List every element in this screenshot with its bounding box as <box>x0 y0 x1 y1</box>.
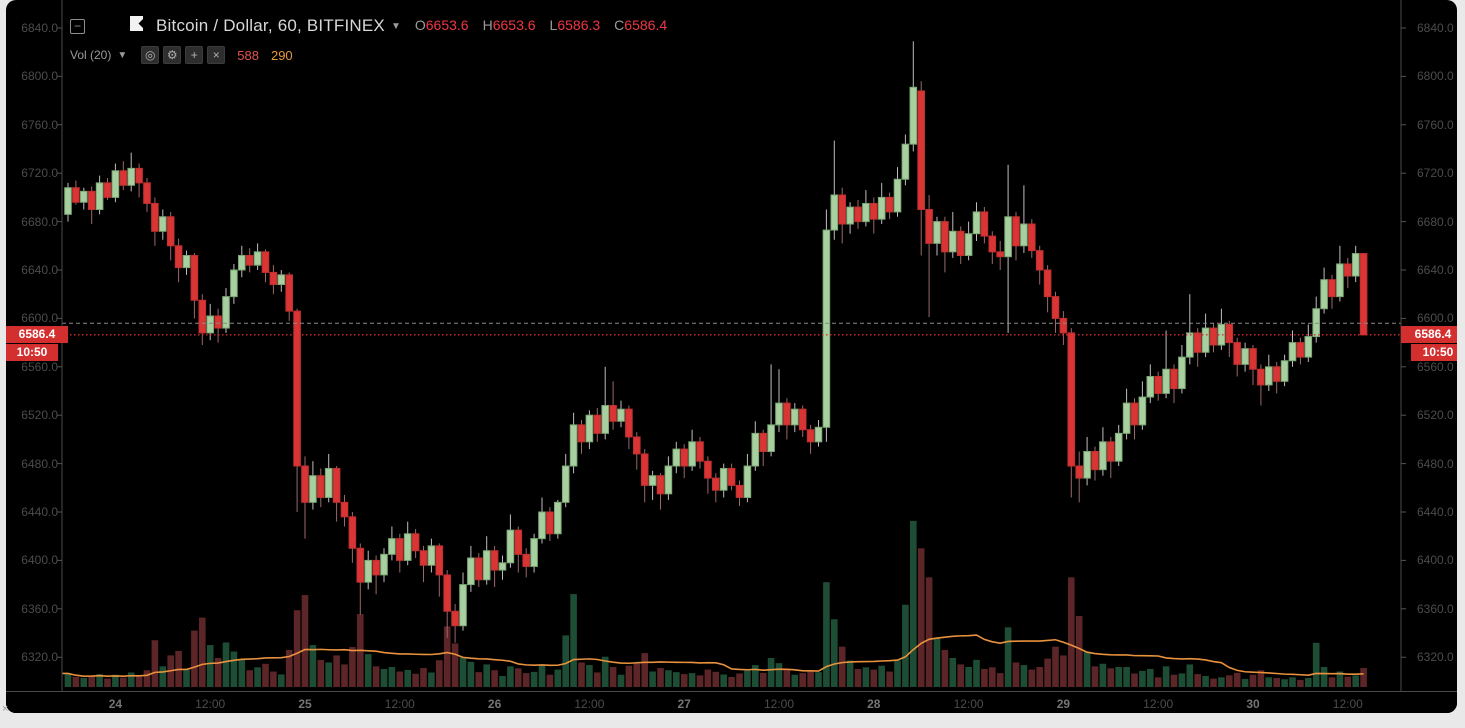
time-tick-label: 12:00 <box>195 697 226 711</box>
price-tick-label: 6400.0 <box>21 553 58 568</box>
time-tick-label: 12:00 <box>953 697 984 711</box>
chevron-down-icon[interactable]: ▼ <box>390 20 401 32</box>
settings-icon[interactable]: ⚙ <box>163 46 182 64</box>
remove-icon[interactable]: × <box>207 46 226 64</box>
price-tick-label: 6760.0 <box>21 117 58 132</box>
price-tick-label: 6680.0 <box>21 214 58 229</box>
price-tick-label: 6480.0 <box>1417 456 1454 471</box>
price-tick-label: 6560.0 <box>21 359 58 374</box>
time-tick-label: 12:00 <box>574 697 605 711</box>
exchange-logo-icon <box>129 15 144 37</box>
ohlc-item: O6653.6 <box>414 17 469 33</box>
right-price-axis[interactable]: 6840.0 6800.0 6760.0 6720.0 6680.0 6640.0 6600… <box>1407 0 1457 691</box>
volume-indicator-title[interactable]: Vol (20) <box>70 48 112 62</box>
price-tick-label: 6720.0 <box>1417 166 1454 181</box>
last-price-tag-left: 6586.4 <box>6 326 68 344</box>
price-tick-label: 6640.0 <box>21 263 58 277</box>
price-tick-label: 6360.0 <box>1417 601 1454 616</box>
left-price-axis[interactable]: 6840.0 6800.0 6760.0 6720.0 6680.0 6640.0 6600… <box>6 0 68 691</box>
chart-widget[interactable]: 6840.0 6800.0 6760.0 6720.0 6680.0 6640.0 6600… <box>6 0 1457 713</box>
volume-indicator-legend: Vol (20) ▼ ◎ ⚙ + × 588 290 <box>70 44 293 66</box>
countdown-tag-right: 10:50 <box>1411 344 1457 362</box>
ohlc-item: L6586.3 <box>549 17 601 33</box>
time-tick-label: 12:00 <box>1332 697 1363 711</box>
volume-ma-value: 290 <box>270 47 293 63</box>
close-icon[interactable]: × <box>2 703 9 715</box>
price-tick-label: 6320.0 <box>1417 650 1454 665</box>
price-tick-label: 6600.0 <box>21 311 58 326</box>
price-tick-label: 6640.0 <box>1417 263 1454 277</box>
ohlc-readout: O6653.6 H6653.6 L6586.3 C6586.4 <box>401 17 667 35</box>
indicator-actions: ◎ ⚙ + × <box>137 46 226 64</box>
countdown-tag-left: 10:50 <box>6 344 58 362</box>
time-axis[interactable]: 24 12:00 25 12:00 26 12:00 27 12:00 28 12:00 29 12:… <box>6 691 1457 713</box>
price-tick-label: 6440.0 <box>21 505 58 519</box>
price-tick-label: 6520.0 <box>1417 408 1454 423</box>
volume-value: 588 <box>237 47 259 63</box>
candlestick-volume-plot[interactable] <box>6 0 1457 713</box>
last-price-tag-right: 6586.4 <box>1401 326 1457 344</box>
add-icon[interactable]: + <box>185 46 204 64</box>
price-tick-label: 6480.0 <box>21 456 58 471</box>
price-tick-label: 6840.0 <box>1417 21 1454 35</box>
price-tick-label: 6680.0 <box>1417 214 1454 229</box>
time-tick-label: 26 <box>487 697 502 711</box>
price-tick-label: 6800.0 <box>21 69 58 84</box>
price-tick-label: 6560.0 <box>1417 359 1454 374</box>
time-tick-label: 29 <box>1056 697 1071 711</box>
time-tick-label: 12:00 <box>384 697 415 711</box>
time-tick-label: 25 <box>298 697 312 711</box>
time-tick-label: 12:00 <box>1143 697 1174 711</box>
time-tick-label: 27 <box>677 697 691 711</box>
price-tick-label: 6520.0 <box>21 408 58 423</box>
time-tick-label: 12:00 <box>763 697 795 711</box>
price-tick-label: 6720.0 <box>21 166 58 181</box>
price-tick-label: 6840.0 <box>21 21 58 35</box>
price-tick-label: 6400.0 <box>1417 553 1454 568</box>
chart-legend: − Bitcoin / Dollar, 60, BITFINEX ▼ O6653… <box>70 14 667 38</box>
collapse-panel-icon[interactable]: − <box>70 18 85 34</box>
price-tick-label: 6800.0 <box>1417 69 1454 84</box>
symbol-title[interactable]: Bitcoin / Dollar, 60, BITFINEX <box>156 16 385 35</box>
chevron-down-icon[interactable]: ▼ <box>117 49 128 61</box>
ohlc-item: C6586.4 <box>614 17 668 33</box>
ohlc-item: H6653.6 <box>482 17 536 33</box>
price-tick-label: 6600.0 <box>1417 311 1454 326</box>
time-tick-label: 24 <box>108 697 123 711</box>
time-tick-label: 28 <box>867 697 881 711</box>
price-tick-label: 6760.0 <box>1417 117 1454 132</box>
price-tick-label: 6440.0 <box>1417 505 1454 519</box>
time-tick-label: 30 <box>1246 697 1260 711</box>
price-tick-label: 6320.0 <box>21 650 58 665</box>
price-tick-label: 6360.0 <box>21 601 58 616</box>
eye-icon[interactable]: ◎ <box>141 46 160 64</box>
